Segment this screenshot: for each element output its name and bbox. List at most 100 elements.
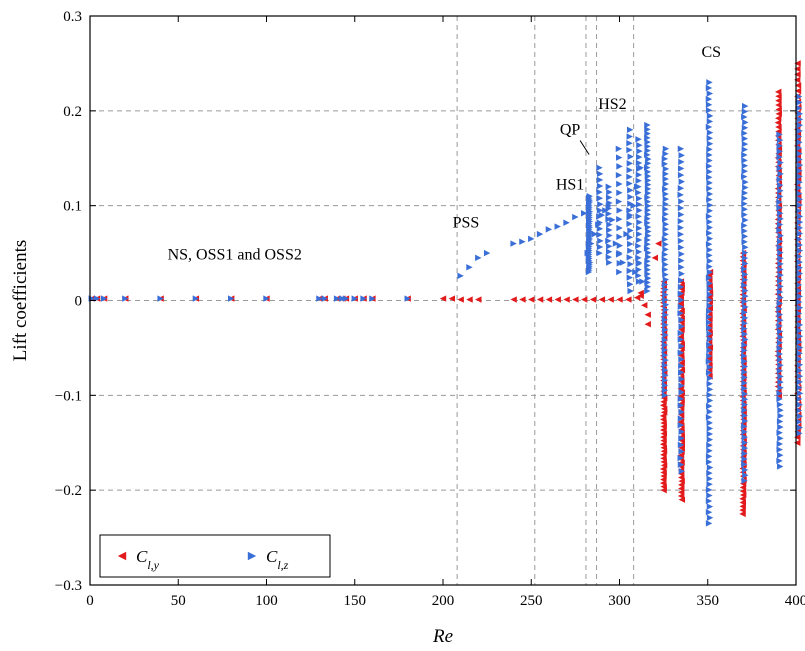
cl-z-point — [333, 295, 341, 302]
cl-z-point — [796, 224, 804, 232]
cl-z-point — [678, 369, 685, 376]
cl-y-point — [607, 296, 614, 303]
cl-z-point — [626, 173, 633, 181]
cl-z-point — [741, 200, 748, 208]
cl-z-point — [706, 218, 713, 226]
cl-z-point — [796, 264, 804, 271]
cl-z-point — [776, 440, 784, 448]
cl-z-point — [741, 113, 748, 121]
cl-y-point — [775, 101, 782, 109]
cl-z-point — [741, 379, 748, 387]
cl-z-point — [706, 207, 714, 214]
cl-z-point — [644, 121, 651, 129]
cl-z-point — [661, 366, 669, 374]
cl-z-point — [645, 249, 652, 256]
cl-z-point — [616, 242, 624, 249]
cl-z-point — [678, 375, 685, 383]
cl-z-point — [661, 351, 669, 359]
cl-z-point — [741, 385, 748, 392]
cl-z-point — [596, 164, 603, 171]
cl-z-point — [661, 392, 669, 399]
cl-z-point — [635, 272, 642, 279]
cl-z-point — [795, 144, 803, 152]
cl-z-point — [644, 266, 651, 273]
cl-z-point — [342, 295, 350, 302]
cl-z-point — [741, 352, 748, 360]
cl-y-point — [775, 115, 782, 122]
x-tick-label: 200 — [432, 593, 455, 609]
cl-z-point — [741, 330, 748, 338]
legend: Cl,y Cl,z — [99, 534, 331, 578]
cl-y-point — [793, 76, 801, 84]
cl-z-point — [706, 268, 714, 276]
cl-z-point — [677, 336, 685, 343]
cl-z-point — [741, 206, 748, 213]
cl-y-point — [644, 311, 651, 318]
cl-z-point — [741, 455, 748, 463]
cl-z-point — [741, 423, 748, 430]
cl-z-point — [777, 316, 784, 324]
cl-y-point — [528, 296, 535, 303]
cl-z-point — [741, 314, 749, 322]
cl-z-point — [662, 170, 669, 178]
cl-z-point — [661, 346, 669, 354]
cl-z-point — [741, 401, 749, 408]
cl-z-point — [626, 234, 634, 241]
cl-z-point — [626, 213, 633, 221]
cl-z-point — [705, 107, 713, 114]
cl-z-point — [796, 173, 803, 180]
cl-z-point — [796, 355, 803, 363]
x-tick-label: 50 — [171, 593, 186, 609]
cl-z-point — [741, 140, 749, 148]
cl-y-point — [651, 254, 658, 262]
x-tick-label: 350 — [697, 593, 720, 609]
cl-z-point — [644, 147, 651, 154]
cl-z-point — [606, 199, 613, 207]
cl-z-point — [796, 241, 804, 249]
cl-z-point — [661, 377, 669, 384]
cl-z-point — [635, 171, 643, 179]
cl-z-point — [706, 408, 713, 415]
cl-z-point — [644, 219, 651, 227]
cl-z-point — [796, 361, 804, 368]
regime-label: HS1 — [556, 177, 584, 194]
cl-z-point — [705, 241, 713, 248]
cl-z-point — [796, 258, 803, 266]
cl-z-point — [615, 198, 623, 205]
cl-z-point — [796, 321, 804, 329]
cl-y-point — [775, 128, 782, 135]
cl-z-point — [796, 253, 803, 260]
cl-z-point — [741, 130, 748, 137]
cl-z-point — [741, 298, 748, 305]
cl-z-point — [678, 448, 685, 455]
cl-z-point — [677, 165, 685, 172]
cl-z-point — [776, 226, 783, 234]
regime-label: HS2 — [598, 96, 626, 113]
cl-z-point — [796, 127, 803, 135]
cl-z-point — [705, 84, 713, 92]
cl-z-point — [777, 170, 784, 178]
cl-y-point — [659, 465, 667, 473]
cl-z-point — [662, 216, 669, 223]
cl-z-point — [742, 287, 749, 294]
cl-z-point — [742, 102, 749, 110]
cl-z-point — [706, 397, 714, 404]
cl-z-point — [528, 235, 535, 243]
cl-y-point — [655, 240, 662, 247]
cl-z-point — [596, 231, 603, 238]
cl-z-point — [706, 235, 714, 242]
cl-z-point — [677, 310, 684, 317]
cl-z-point — [741, 396, 749, 403]
cl-z-point — [706, 352, 713, 360]
cl-z-point — [626, 267, 633, 275]
cl-z-point — [776, 136, 784, 144]
cl-z-point — [615, 171, 623, 179]
cl-y-point — [794, 434, 801, 441]
cl-z-point — [741, 233, 749, 240]
cl-z-point — [796, 293, 804, 300]
cl-z-point — [635, 248, 643, 256]
cl-z-point — [677, 191, 684, 199]
cl-z-point — [777, 210, 784, 217]
cl-z-point — [741, 320, 748, 327]
regime-label: QP — [560, 122, 581, 139]
